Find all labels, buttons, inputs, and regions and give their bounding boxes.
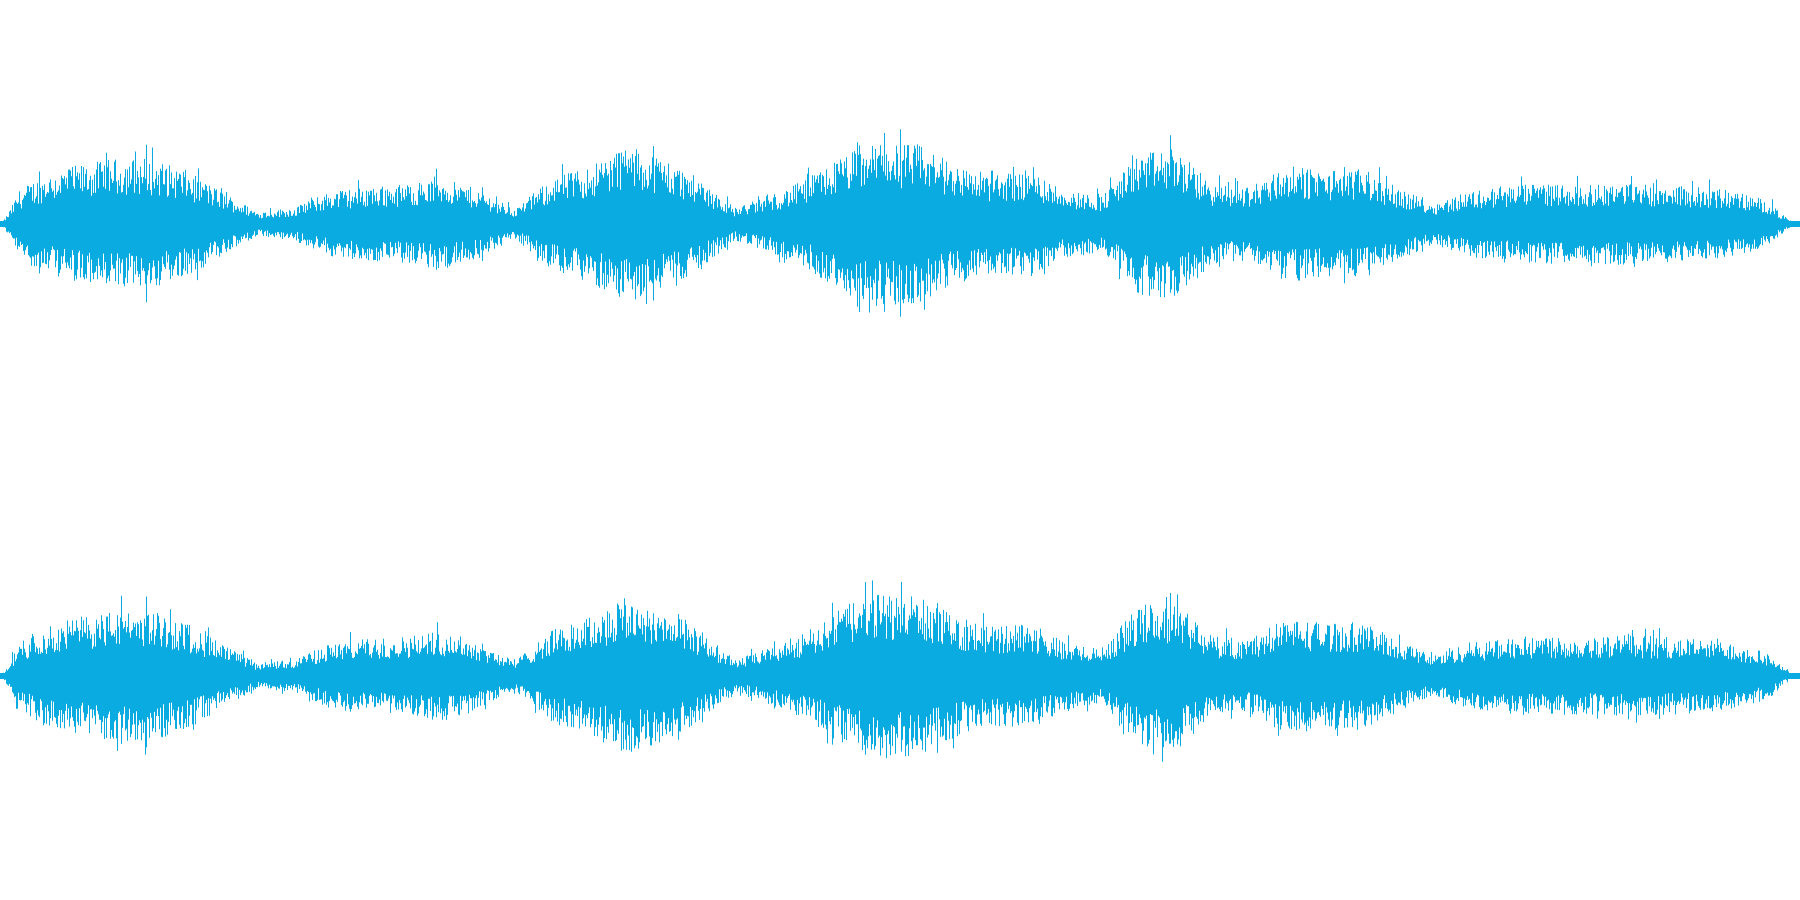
channel-right-waveform <box>0 580 1800 762</box>
channel-right-trace <box>0 580 1800 762</box>
channel-left-trace <box>0 129 1800 317</box>
channel-left-waveform <box>0 129 1800 317</box>
